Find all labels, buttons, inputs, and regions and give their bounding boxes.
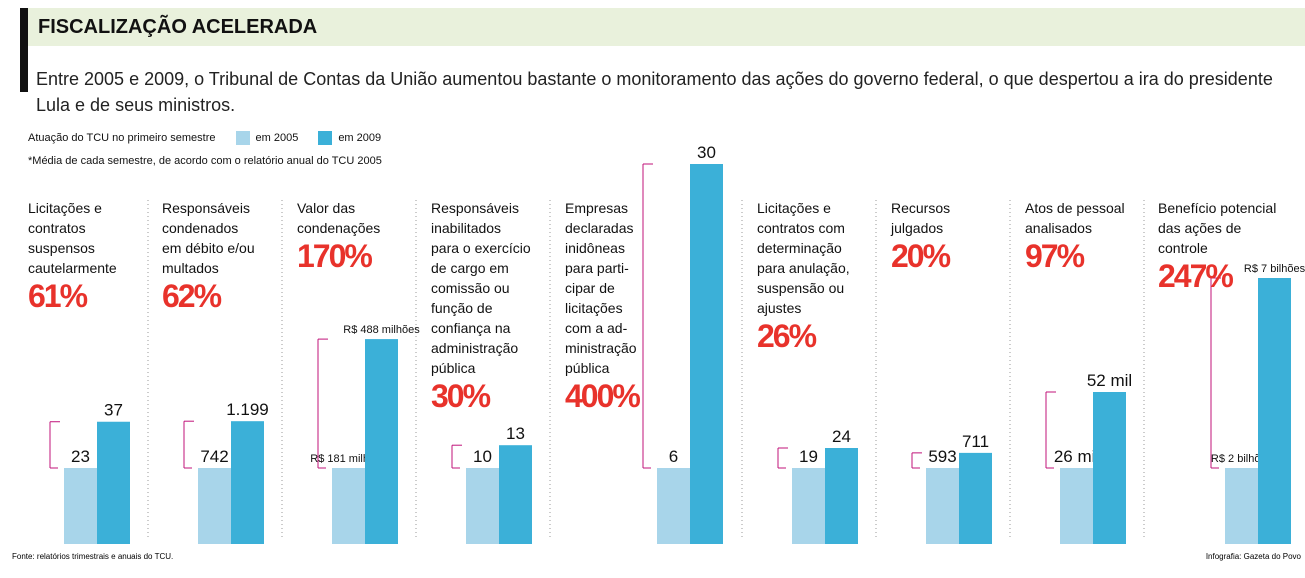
source: Fonte: relatórios trimestrais e anuais d… bbox=[12, 552, 174, 561]
panel-title: Valor das condenações bbox=[297, 200, 381, 236]
value-label: 37 bbox=[104, 401, 123, 420]
title-bar bbox=[28, 8, 1305, 46]
bar bbox=[1258, 278, 1291, 544]
credit: Infografia: Gazeta do Povo bbox=[1205, 552, 1301, 561]
panel-title: Benefício potencial das ações de control… bbox=[1158, 200, 1277, 256]
bar bbox=[959, 452, 992, 544]
panel-text: Licitações e contratos suspensos cautela… bbox=[28, 198, 160, 314]
panel-text: Responsáveis inabilitados para o exercíc… bbox=[431, 198, 563, 414]
legend-label: Atuação do TCU no primeiro semestre bbox=[28, 132, 216, 144]
panel-change: 400% bbox=[565, 378, 641, 414]
value-label: 30 bbox=[697, 143, 716, 162]
legend-entry: em 2009 bbox=[338, 132, 382, 144]
panel-change: 61% bbox=[28, 278, 88, 314]
value-label: 1.199 bbox=[226, 400, 269, 419]
value-label: R$ 2 bilhões bbox=[1211, 453, 1273, 465]
bar bbox=[1225, 468, 1258, 544]
bar bbox=[231, 421, 264, 544]
bar bbox=[198, 468, 231, 544]
bar bbox=[1093, 392, 1126, 544]
panel-text: Recursos julgados 20% bbox=[891, 198, 1023, 274]
value-label: 742 bbox=[200, 447, 228, 466]
note: *Média de cada semestre, de acordo com o… bbox=[28, 155, 382, 167]
value-label: 593 bbox=[928, 447, 956, 466]
panel-text: Responsáveis condenados em débito e/ou m… bbox=[162, 198, 294, 314]
panel-change: 20% bbox=[891, 238, 951, 274]
panel-text: Benefício potencial das ações de control… bbox=[1158, 198, 1290, 294]
panel-title: Atos de pessoal analisados bbox=[1025, 200, 1125, 236]
legend: Atuação do TCU no primeiro semestre em 2… bbox=[28, 131, 381, 145]
bar bbox=[792, 468, 825, 544]
value-label: 19 bbox=[799, 447, 818, 466]
panel-text: Atos de pessoal analisados 97% bbox=[1025, 198, 1157, 274]
bar bbox=[365, 339, 398, 544]
title: FISCALIZAÇÃO ACELERADA bbox=[38, 16, 318, 38]
panel-change: 62% bbox=[162, 278, 222, 314]
bar bbox=[332, 468, 365, 544]
panel-title: Licitações e contratos suspensos cautela… bbox=[28, 200, 117, 276]
value-label: 13 bbox=[506, 424, 525, 443]
value-label: 10 bbox=[473, 447, 492, 466]
panel-text: Empresas declaradas inidôneas para parti… bbox=[565, 198, 697, 414]
value-label: 711 bbox=[962, 432, 989, 451]
value-label: 6 bbox=[669, 447, 678, 466]
panel-text: Valor das condenações 170% bbox=[297, 198, 429, 274]
intro: Entre 2005 e 2009, o Tribunal de Contas … bbox=[36, 69, 1273, 115]
bar bbox=[825, 448, 858, 544]
legend-entry: em 2005 bbox=[255, 132, 299, 144]
panel-title: Responsáveis inabilitados para o exercíc… bbox=[431, 200, 531, 376]
panel-text: Licitações e contratos com determinação … bbox=[757, 198, 889, 354]
panel-change: 26% bbox=[757, 318, 817, 354]
value-label: R$ 488 milhões bbox=[343, 324, 420, 336]
value-label: 26 mil bbox=[1054, 447, 1099, 466]
panel-change: 97% bbox=[1025, 238, 1085, 274]
value-label: 52 mil bbox=[1087, 371, 1132, 390]
bar bbox=[97, 421, 130, 544]
value-label: 23 bbox=[71, 447, 90, 466]
panel-change: 30% bbox=[431, 378, 491, 414]
panel-title: Empresas declaradas inidôneas para parti… bbox=[565, 200, 637, 376]
bar bbox=[926, 468, 959, 544]
panel-title: Recursos julgados bbox=[891, 200, 951, 236]
value-label: 24 bbox=[832, 427, 851, 446]
bar bbox=[466, 468, 499, 544]
bar bbox=[499, 445, 532, 544]
legend-swatch bbox=[318, 131, 333, 145]
accent-bar bbox=[20, 8, 28, 92]
legend-swatch bbox=[235, 131, 250, 145]
bar bbox=[1060, 468, 1093, 544]
bar bbox=[657, 468, 690, 544]
value-label: R$ 7 bilhões bbox=[1244, 263, 1305, 275]
panel-change: 170% bbox=[297, 238, 373, 274]
panel-change: 247% bbox=[1158, 258, 1234, 294]
bar bbox=[690, 164, 723, 544]
bar bbox=[64, 468, 97, 544]
panel-title: Licitações e contratos com determinação … bbox=[757, 200, 850, 316]
panel-title: Responsáveis condenados em débito e/ou m… bbox=[162, 200, 255, 276]
